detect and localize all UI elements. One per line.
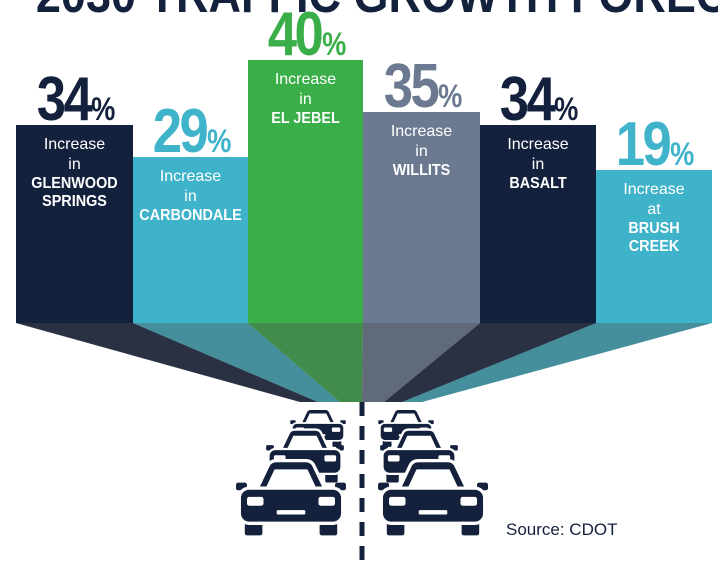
place-name: SPRINGS <box>22 193 127 211</box>
percent-number: 34 <box>500 69 554 131</box>
percent-number: 19 <box>616 114 670 176</box>
caption: Increase <box>133 167 248 187</box>
caption: in <box>480 155 596 175</box>
caption: in <box>363 142 480 162</box>
caption: at <box>596 200 712 220</box>
place-name: WILLITS <box>369 162 474 180</box>
caption: in <box>16 155 133 175</box>
percent-number: 29 <box>153 101 207 163</box>
infographic: 2030 TRAFFIC GROWTH FORECAST 34%Increase… <box>0 0 718 562</box>
percent: 35% <box>363 56 480 118</box>
percent-number: 35 <box>384 56 438 118</box>
caption: in <box>133 187 248 207</box>
percent: 29% <box>133 101 248 163</box>
place-name: GLENWOOD <box>22 175 127 193</box>
percent-sign: % <box>438 80 462 112</box>
percent-number: 34 <box>37 69 91 131</box>
percent-sign: % <box>91 93 115 125</box>
place-name: CARBONDALE <box>139 207 243 225</box>
caption: Increase <box>16 135 133 155</box>
source: Source: CDOT <box>506 520 617 540</box>
page: 2030 TRAFFIC GROWTH FORECAST 34%Increase… <box>0 0 718 562</box>
percent: 34% <box>480 69 596 131</box>
place-name: BRUSH <box>602 220 706 238</box>
percent: 40% <box>248 4 363 66</box>
percent-sign: % <box>322 28 346 60</box>
place-name: EL JEBEL <box>254 110 358 128</box>
caption: Increase <box>248 70 363 90</box>
caption: in <box>248 90 363 110</box>
percent: 34% <box>16 69 133 131</box>
percent-sign: % <box>207 125 231 157</box>
caption: Increase <box>596 180 712 200</box>
caption: Increase <box>363 122 480 142</box>
caption: Increase <box>480 135 596 155</box>
place-name: CREEK <box>602 238 706 256</box>
funnel <box>16 323 712 402</box>
percent-number: 40 <box>268 4 322 66</box>
percent-sign: % <box>554 93 578 125</box>
percent-sign: % <box>670 138 694 170</box>
place-name: BASALT <box>486 175 590 193</box>
percent: 19% <box>596 114 712 176</box>
